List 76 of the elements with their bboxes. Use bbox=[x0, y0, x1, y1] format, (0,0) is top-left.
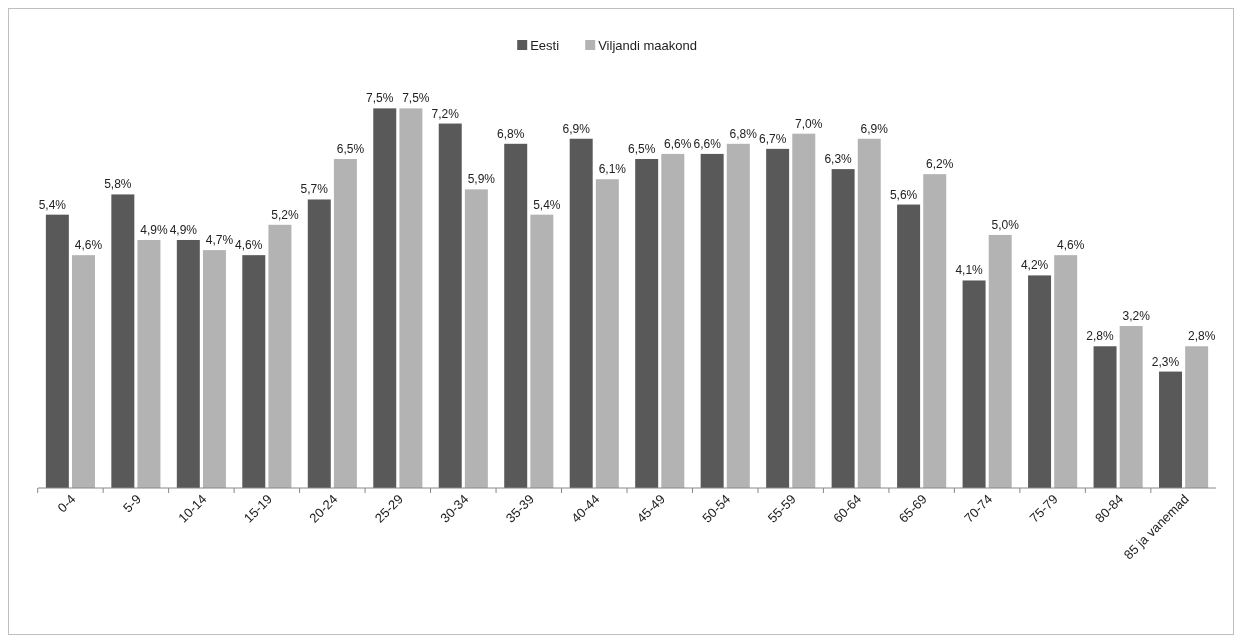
bar bbox=[897, 204, 921, 488]
data-label: 7,5% bbox=[366, 91, 394, 106]
data-label: 4,6% bbox=[1057, 238, 1085, 253]
bar bbox=[792, 133, 816, 488]
data-label: 6,9% bbox=[562, 121, 591, 136]
bar bbox=[307, 199, 331, 488]
data-label: 3,2% bbox=[1122, 309, 1151, 324]
data-label: 6,9% bbox=[860, 121, 889, 136]
bar bbox=[635, 158, 659, 488]
data-label: 4,1% bbox=[955, 263, 984, 278]
data-label: 4,6% bbox=[74, 238, 103, 253]
bar bbox=[504, 143, 528, 488]
bar bbox=[438, 123, 462, 488]
x-tick-label: 0-4 bbox=[54, 491, 79, 516]
data-label: 2,8% bbox=[1086, 329, 1115, 344]
data-label: 4,9% bbox=[169, 222, 198, 237]
bar bbox=[857, 138, 881, 488]
bar bbox=[242, 255, 266, 488]
data-label: 5,7% bbox=[300, 182, 329, 197]
data-label: 6,8% bbox=[497, 126, 525, 141]
data-label: 7,5% bbox=[402, 91, 430, 106]
bar bbox=[202, 250, 226, 488]
data-label: 2,3% bbox=[1151, 354, 1180, 369]
data-label: 5,9% bbox=[467, 172, 496, 187]
x-tick-label: 5-9 bbox=[120, 491, 145, 516]
data-label: 6,6% bbox=[693, 136, 722, 151]
bar bbox=[700, 153, 724, 488]
legend-label: Eesti bbox=[530, 38, 560, 53]
data-label: 5,0% bbox=[991, 217, 1020, 232]
bar bbox=[1028, 275, 1052, 488]
data-label: 6,8% bbox=[729, 126, 758, 141]
data-label: 6,5% bbox=[628, 141, 656, 156]
data-label: 6,7% bbox=[758, 131, 787, 146]
bar bbox=[111, 194, 135, 488]
bar bbox=[137, 239, 161, 488]
data-label: 7,0% bbox=[795, 116, 823, 131]
data-label: 5,4% bbox=[38, 197, 67, 212]
data-label: 4,9% bbox=[140, 222, 168, 237]
bar bbox=[464, 189, 488, 488]
bar bbox=[45, 214, 69, 488]
data-label: 4,6% bbox=[235, 238, 263, 253]
bar bbox=[71, 255, 95, 488]
data-label: 2,8% bbox=[1187, 329, 1216, 344]
bar bbox=[1185, 346, 1209, 488]
bar bbox=[530, 214, 554, 488]
bar bbox=[373, 108, 397, 488]
bar bbox=[923, 174, 947, 488]
bar bbox=[1093, 346, 1117, 488]
data-label: 4,7% bbox=[205, 233, 234, 248]
bar bbox=[1159, 371, 1183, 488]
bar bbox=[661, 153, 685, 488]
data-label: 4,2% bbox=[1020, 258, 1049, 273]
data-label: 6,3% bbox=[824, 152, 853, 167]
data-label: 6,2% bbox=[926, 157, 954, 172]
bar bbox=[595, 179, 619, 488]
bar bbox=[176, 239, 200, 488]
bar bbox=[726, 143, 750, 488]
bar bbox=[1054, 255, 1078, 488]
data-label: 6,5% bbox=[336, 141, 365, 156]
bar bbox=[333, 158, 357, 488]
bar bbox=[1119, 326, 1143, 488]
data-label: 6,6% bbox=[664, 136, 692, 151]
data-label: 7,2% bbox=[431, 106, 460, 121]
bar bbox=[962, 280, 986, 488]
data-label: 5,4% bbox=[533, 197, 561, 212]
bar bbox=[399, 108, 423, 488]
bar bbox=[569, 138, 593, 488]
data-label: 5,2% bbox=[271, 207, 299, 222]
data-label: 6,1% bbox=[598, 162, 627, 177]
bar bbox=[988, 234, 1012, 488]
bar bbox=[831, 169, 855, 488]
data-label: 5,6% bbox=[889, 187, 918, 202]
bar bbox=[766, 148, 790, 488]
bar bbox=[268, 224, 292, 488]
legend-label: Viljandi maakond bbox=[598, 38, 697, 53]
data-label: 5,8% bbox=[104, 177, 132, 192]
